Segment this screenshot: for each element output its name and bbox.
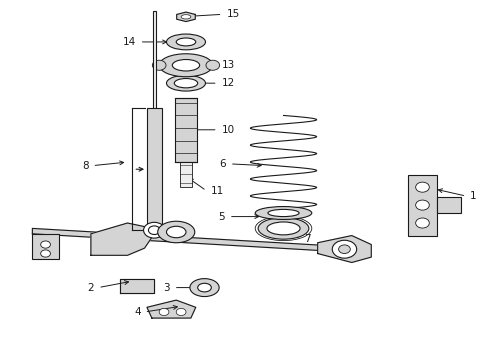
Ellipse shape <box>181 15 190 19</box>
Bar <box>436 197 461 213</box>
Ellipse shape <box>338 245 349 253</box>
Polygon shape <box>120 279 154 293</box>
Ellipse shape <box>41 250 50 257</box>
Ellipse shape <box>159 309 168 316</box>
Ellipse shape <box>415 182 428 192</box>
Ellipse shape <box>158 221 194 243</box>
Ellipse shape <box>41 241 50 248</box>
Bar <box>175 98 196 162</box>
Text: 1: 1 <box>469 191 476 201</box>
Ellipse shape <box>415 200 428 210</box>
Text: 13: 13 <box>221 60 234 70</box>
Ellipse shape <box>148 226 160 234</box>
Text: 11: 11 <box>210 186 223 196</box>
Ellipse shape <box>166 34 205 50</box>
Ellipse shape <box>174 78 197 88</box>
Bar <box>407 175 436 235</box>
Text: 2: 2 <box>87 283 94 293</box>
Text: 15: 15 <box>226 9 239 19</box>
Text: 5: 5 <box>218 212 224 221</box>
Text: 3: 3 <box>163 283 169 293</box>
Text: 9: 9 <box>145 227 152 237</box>
Polygon shape <box>317 235 370 262</box>
Text: 8: 8 <box>81 161 88 171</box>
Bar <box>147 108 161 230</box>
Ellipse shape <box>176 309 185 316</box>
Ellipse shape <box>415 218 428 228</box>
Ellipse shape <box>166 75 205 91</box>
Ellipse shape <box>176 38 195 46</box>
Text: 6: 6 <box>219 159 225 169</box>
Ellipse shape <box>143 222 164 238</box>
Polygon shape <box>32 228 370 253</box>
Bar <box>179 162 192 187</box>
Ellipse shape <box>255 207 311 220</box>
Ellipse shape <box>205 60 219 70</box>
Text: 7: 7 <box>304 234 310 244</box>
Ellipse shape <box>266 222 300 235</box>
Text: 10: 10 <box>221 125 234 135</box>
Polygon shape <box>91 223 152 255</box>
Text: 4: 4 <box>134 307 141 317</box>
Polygon shape <box>176 12 195 22</box>
Ellipse shape <box>172 59 199 71</box>
Ellipse shape <box>152 60 165 70</box>
Text: 14: 14 <box>122 37 136 47</box>
Bar <box>32 234 59 259</box>
Ellipse shape <box>189 279 219 297</box>
Ellipse shape <box>197 283 211 292</box>
Ellipse shape <box>267 210 299 217</box>
Text: 12: 12 <box>221 78 234 88</box>
Bar <box>153 12 156 230</box>
Polygon shape <box>147 300 195 318</box>
Ellipse shape <box>331 240 356 258</box>
Ellipse shape <box>258 218 308 239</box>
Ellipse shape <box>159 54 212 77</box>
Ellipse shape <box>166 226 185 238</box>
